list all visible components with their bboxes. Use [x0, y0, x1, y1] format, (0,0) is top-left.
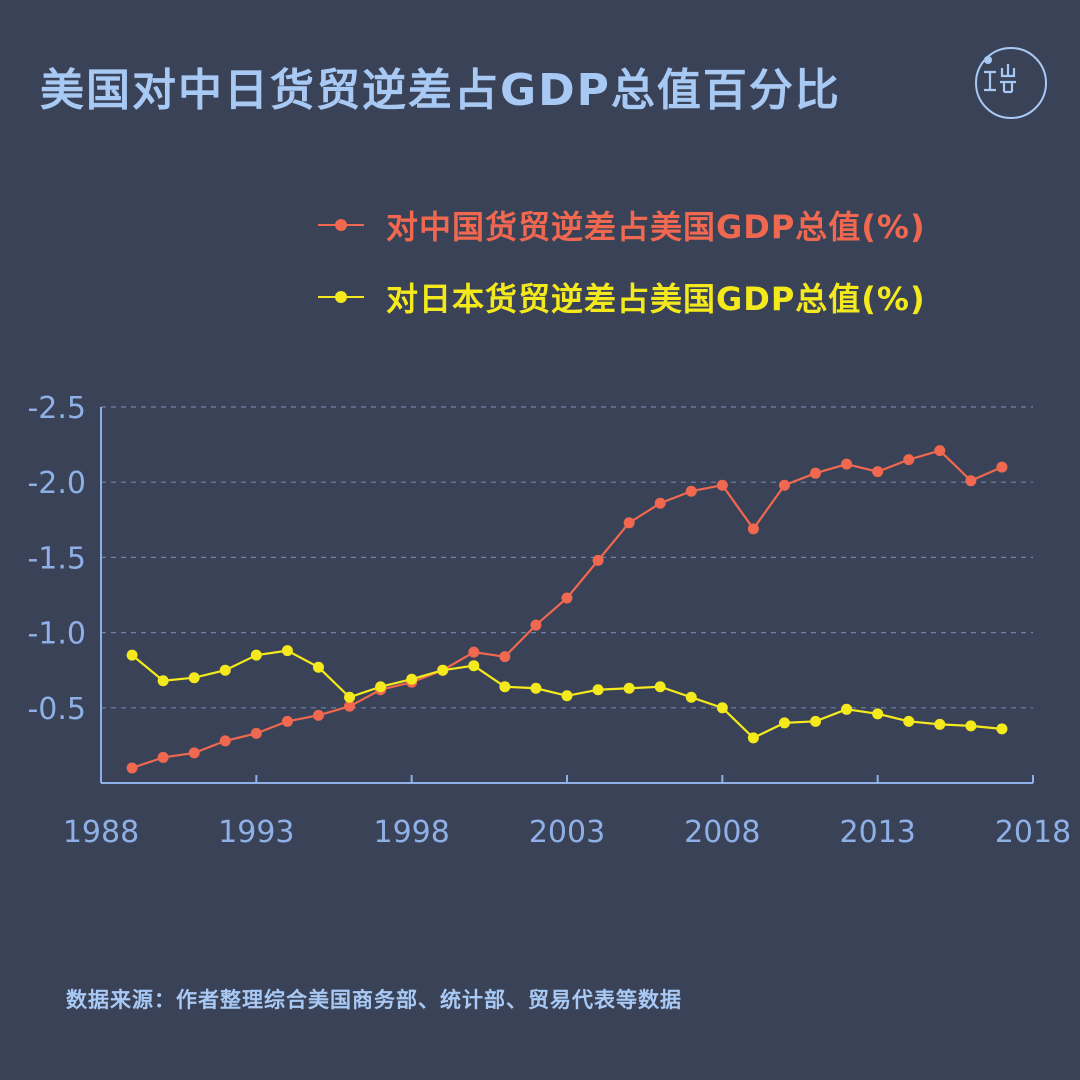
data-point [437, 664, 449, 676]
data-point [903, 715, 915, 727]
data-point [499, 681, 511, 693]
chart-title: 美国对中日货贸逆差占GDP总值百分比 [40, 65, 841, 116]
data-point [499, 651, 511, 663]
legend-label-china: 对中国货贸逆差占美国GDP总值(%) [386, 208, 926, 246]
data-point [747, 523, 759, 535]
data-point [778, 479, 790, 491]
data-point [872, 708, 884, 720]
data-point [312, 709, 324, 721]
legend-item-china: 对中国货贸逆差占美国GDP总值(%) [318, 200, 926, 250]
x-tick-label: 1993 [218, 815, 294, 850]
legend: 对中国货贸逆差占美国GDP总值(%) 对日本货贸逆差占美国GDP总值(%) [318, 200, 926, 344]
data-point [654, 681, 666, 693]
x-tick-label: 2008 [684, 815, 760, 850]
data-point [468, 660, 480, 672]
y-tick-label: -1.5 [27, 541, 86, 576]
duan-logo-icon [975, 47, 1047, 119]
data-point [126, 762, 138, 774]
data-point [468, 646, 480, 658]
data-point [716, 479, 728, 491]
series-0 [126, 445, 1008, 774]
data-point [685, 485, 697, 497]
x-axis-ticks: 1988 1993 1998 2003 2008 2013 2018 [63, 775, 1071, 850]
data-point [530, 682, 542, 694]
data-point [996, 461, 1008, 473]
data-point [685, 691, 697, 703]
data-point [281, 645, 293, 657]
data-point [623, 517, 635, 529]
source-note: 数据来源：作者整理综合美国商务部、统计部、贸易代表等数据 [66, 988, 682, 1012]
x-tick-label: 2013 [839, 815, 915, 850]
data-point [219, 735, 231, 747]
data-point [841, 458, 853, 470]
legend-marker-japan [318, 291, 364, 303]
data-point [250, 649, 262, 661]
x-tick-label: 2003 [529, 815, 605, 850]
data-point [157, 675, 169, 687]
data-point [561, 592, 573, 604]
data-point [188, 672, 200, 684]
data-point [934, 445, 946, 457]
data-point [623, 682, 635, 694]
y-tick-label: -2.5 [27, 391, 86, 426]
data-point [157, 751, 169, 763]
x-tick-label: 1998 [373, 815, 449, 850]
x-tick-label: 1988 [63, 815, 139, 850]
x-tick-label: 2018 [995, 815, 1071, 850]
data-point [375, 681, 387, 693]
data-point [561, 690, 573, 702]
y-tick-label: -1.0 [27, 617, 86, 652]
data-point [344, 691, 356, 703]
data-point [841, 703, 853, 715]
data-point [810, 715, 822, 727]
series-group [126, 445, 1008, 774]
data-point [934, 718, 946, 730]
series-line [131, 449, 1003, 770]
data-point [747, 732, 759, 744]
data-point [281, 715, 293, 727]
data-point [654, 497, 666, 509]
y-tick-label: -0.5 [27, 692, 86, 727]
data-point [188, 747, 200, 759]
data-point [250, 727, 262, 739]
data-point [903, 454, 915, 466]
data-point [406, 673, 418, 685]
data-point [592, 684, 604, 696]
data-point [312, 661, 324, 673]
y-tick-label: -2.0 [27, 466, 86, 501]
data-point [530, 619, 542, 631]
data-point [344, 700, 356, 712]
legend-label-japan: 对日本货贸逆差占美国GDP总值(%) [386, 280, 926, 318]
data-point [872, 466, 884, 478]
data-point [965, 475, 977, 487]
data-point [778, 717, 790, 729]
legend-item-japan: 对日本货贸逆差占美国GDP总值(%) [318, 272, 926, 322]
legend-marker-china [318, 219, 364, 231]
y-axis-ticks: -2.5 -2.0 -1.5 -1.0 -0.5 [27, 391, 86, 727]
data-point [810, 467, 822, 479]
data-point [126, 649, 138, 661]
data-point [592, 554, 604, 566]
data-point [965, 720, 977, 732]
data-point [716, 702, 728, 714]
line-chart: -2.5 -2.0 -1.5 -1.0 -0.5 1988 1993 1998 2003 200… [27, 391, 1071, 850]
data-point [996, 723, 1008, 735]
series-1 [126, 645, 1008, 744]
data-point [219, 664, 231, 676]
